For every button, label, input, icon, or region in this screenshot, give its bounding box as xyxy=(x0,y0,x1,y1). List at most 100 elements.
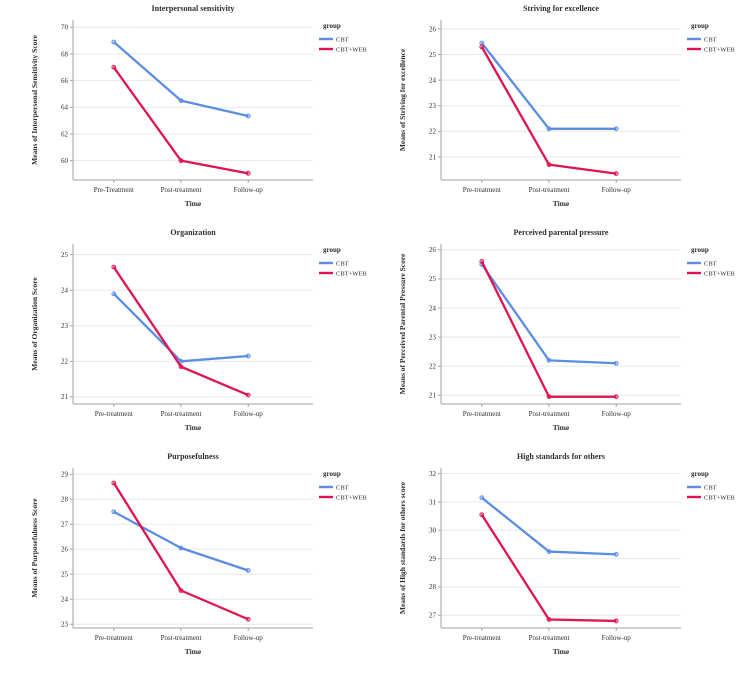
y-tick-label: 28 xyxy=(61,496,69,504)
chart-title: Perceived parental pressure xyxy=(514,228,609,237)
chart-perceived-parental-pressure: 21 22 23 24 25 26 Pre-treatment Post-treatment F… xyxy=(398,228,735,432)
y-tick-label: 29 xyxy=(429,555,437,563)
chart-title: High standards for others xyxy=(517,452,605,461)
y-tick-label: 26 xyxy=(61,546,69,554)
y-tick-label: 25 xyxy=(61,571,69,579)
y-tick-label: 27 xyxy=(429,612,437,620)
y-tick-label: 22 xyxy=(429,128,437,136)
y-tick-label: 28 xyxy=(429,583,437,591)
data-point-cbt-web xyxy=(546,394,552,400)
x-tick-label: Post-treatment xyxy=(529,410,570,418)
y-tick-label: 68 xyxy=(61,50,69,58)
legend-entry-label: CBT+WEB xyxy=(336,494,367,501)
series-line-cbt-web xyxy=(112,482,249,621)
chart-title: Organization xyxy=(170,228,216,237)
data-point-cbt xyxy=(178,358,184,364)
y-tick-label: 21 xyxy=(61,393,69,401)
x-tick-label: Post-treatment xyxy=(161,634,202,642)
data-point-cbt-web xyxy=(613,394,619,400)
y-tick-label: 22 xyxy=(61,358,69,366)
x-axis-label: Time xyxy=(553,199,570,208)
data-point-cbt xyxy=(613,360,619,366)
data-point-cbt xyxy=(546,549,552,554)
y-tick-label: 24 xyxy=(429,304,437,312)
data-point-cbt-web xyxy=(245,616,251,622)
data-point-cbt-web xyxy=(178,158,184,164)
y-tick-label: 26 xyxy=(429,246,437,254)
y-tick-label: 24 xyxy=(61,287,69,295)
y-tick-label: 21 xyxy=(429,392,437,400)
series-line-cbt-web xyxy=(112,66,249,175)
data-point-cbt-web xyxy=(178,588,184,593)
data-point-cbt-web xyxy=(111,480,117,486)
y-tick-label: 23 xyxy=(61,322,69,330)
y-tick-label: 27 xyxy=(61,521,69,529)
x-tick-label: Follow-up xyxy=(234,186,264,194)
data-point-cbt xyxy=(479,40,485,46)
legend-entry-label: CBT+WEB xyxy=(704,46,735,53)
legend-entry-label: CBT+WEB xyxy=(704,494,735,501)
y-tick-label: 32 xyxy=(429,470,437,478)
chart-purposefulness: 23 24 25 26 27 28 29 Pre-treatment Post-treatmen… xyxy=(30,452,367,656)
data-point-cbt xyxy=(111,291,117,297)
legend-title: group xyxy=(691,246,709,254)
x-tick-label: Pre-treatment xyxy=(95,634,133,642)
x-tick-label: Pre-treatment xyxy=(95,410,133,418)
data-point-cbt xyxy=(546,357,552,363)
series-line-cbt xyxy=(480,42,617,130)
y-tick-label: 70 xyxy=(61,24,69,32)
x-tick-label: Post-treatment xyxy=(529,186,570,194)
series-line-cbt-web xyxy=(480,514,617,623)
y-tick-label: 29 xyxy=(61,471,69,479)
x-tick-label: Pre-treatment xyxy=(463,186,501,194)
y-tick-label: 23 xyxy=(429,102,437,110)
chart-title: Interpersonal sensitivity xyxy=(152,4,235,13)
legend-entry-label: CBT+WEB xyxy=(336,270,367,277)
data-point-cbt-web xyxy=(546,617,552,622)
chart-high-standards-for-others: 27 28 29 30 31 32 Pre-treatment Post-treatment F… xyxy=(398,452,735,656)
y-tick-label: 25 xyxy=(61,251,69,259)
legend-entry-label: CBT xyxy=(336,36,349,43)
legend-title: group xyxy=(691,22,709,30)
x-tick-label: Pre-Treatment xyxy=(94,186,134,194)
x-tick-label: Follow-up xyxy=(234,410,264,418)
x-tick-label: Follow-up xyxy=(602,410,632,418)
data-point-cbt xyxy=(111,509,117,515)
y-tick-label: 24 xyxy=(61,596,69,604)
series-line-cbt xyxy=(112,292,249,363)
y-tick-label: 31 xyxy=(429,498,437,506)
y-tick-label: 23 xyxy=(61,621,69,629)
series-line-cbt xyxy=(480,263,617,365)
legend-title: group xyxy=(323,246,341,254)
series-line-cbt xyxy=(113,510,249,572)
y-tick-label: 64 xyxy=(61,104,69,112)
x-tick-label: Post-treatment xyxy=(529,634,570,642)
data-point-cbt xyxy=(613,126,619,132)
data-point-cbt xyxy=(613,551,619,557)
data-point-cbt-web xyxy=(479,259,485,264)
y-tick-label: 22 xyxy=(429,362,437,370)
data-point-cbt-web xyxy=(613,171,619,177)
data-point-cbt-web xyxy=(546,162,552,168)
x-tick-label: Pre-treatment xyxy=(463,634,501,642)
data-point-cbt-web xyxy=(479,44,485,50)
legend-entry-label: CBT+WEB xyxy=(336,46,367,53)
x-tick-label: Post-treatment xyxy=(161,186,202,194)
legend-entry-label: CBT xyxy=(336,260,349,267)
legend-entry-label: CBT xyxy=(704,36,717,43)
x-axis-label: Time xyxy=(553,647,570,656)
legend-entry-label: CBT xyxy=(704,484,717,491)
y-tick-label: 24 xyxy=(429,76,437,84)
y-tick-label: 23 xyxy=(429,333,437,341)
data-point-cbt-web xyxy=(111,64,117,70)
data-point-cbt-web xyxy=(479,512,485,518)
x-tick-label: Post-treatment xyxy=(161,410,202,418)
series-line-cbt xyxy=(481,496,617,556)
y-tick-label: 66 xyxy=(61,77,69,85)
x-axis-label: Time xyxy=(185,423,202,432)
legend-title: group xyxy=(323,470,341,478)
data-point-cbt xyxy=(111,39,117,45)
data-point-cbt xyxy=(245,113,251,119)
data-point-cbt xyxy=(178,545,184,551)
data-point-cbt xyxy=(479,495,485,501)
